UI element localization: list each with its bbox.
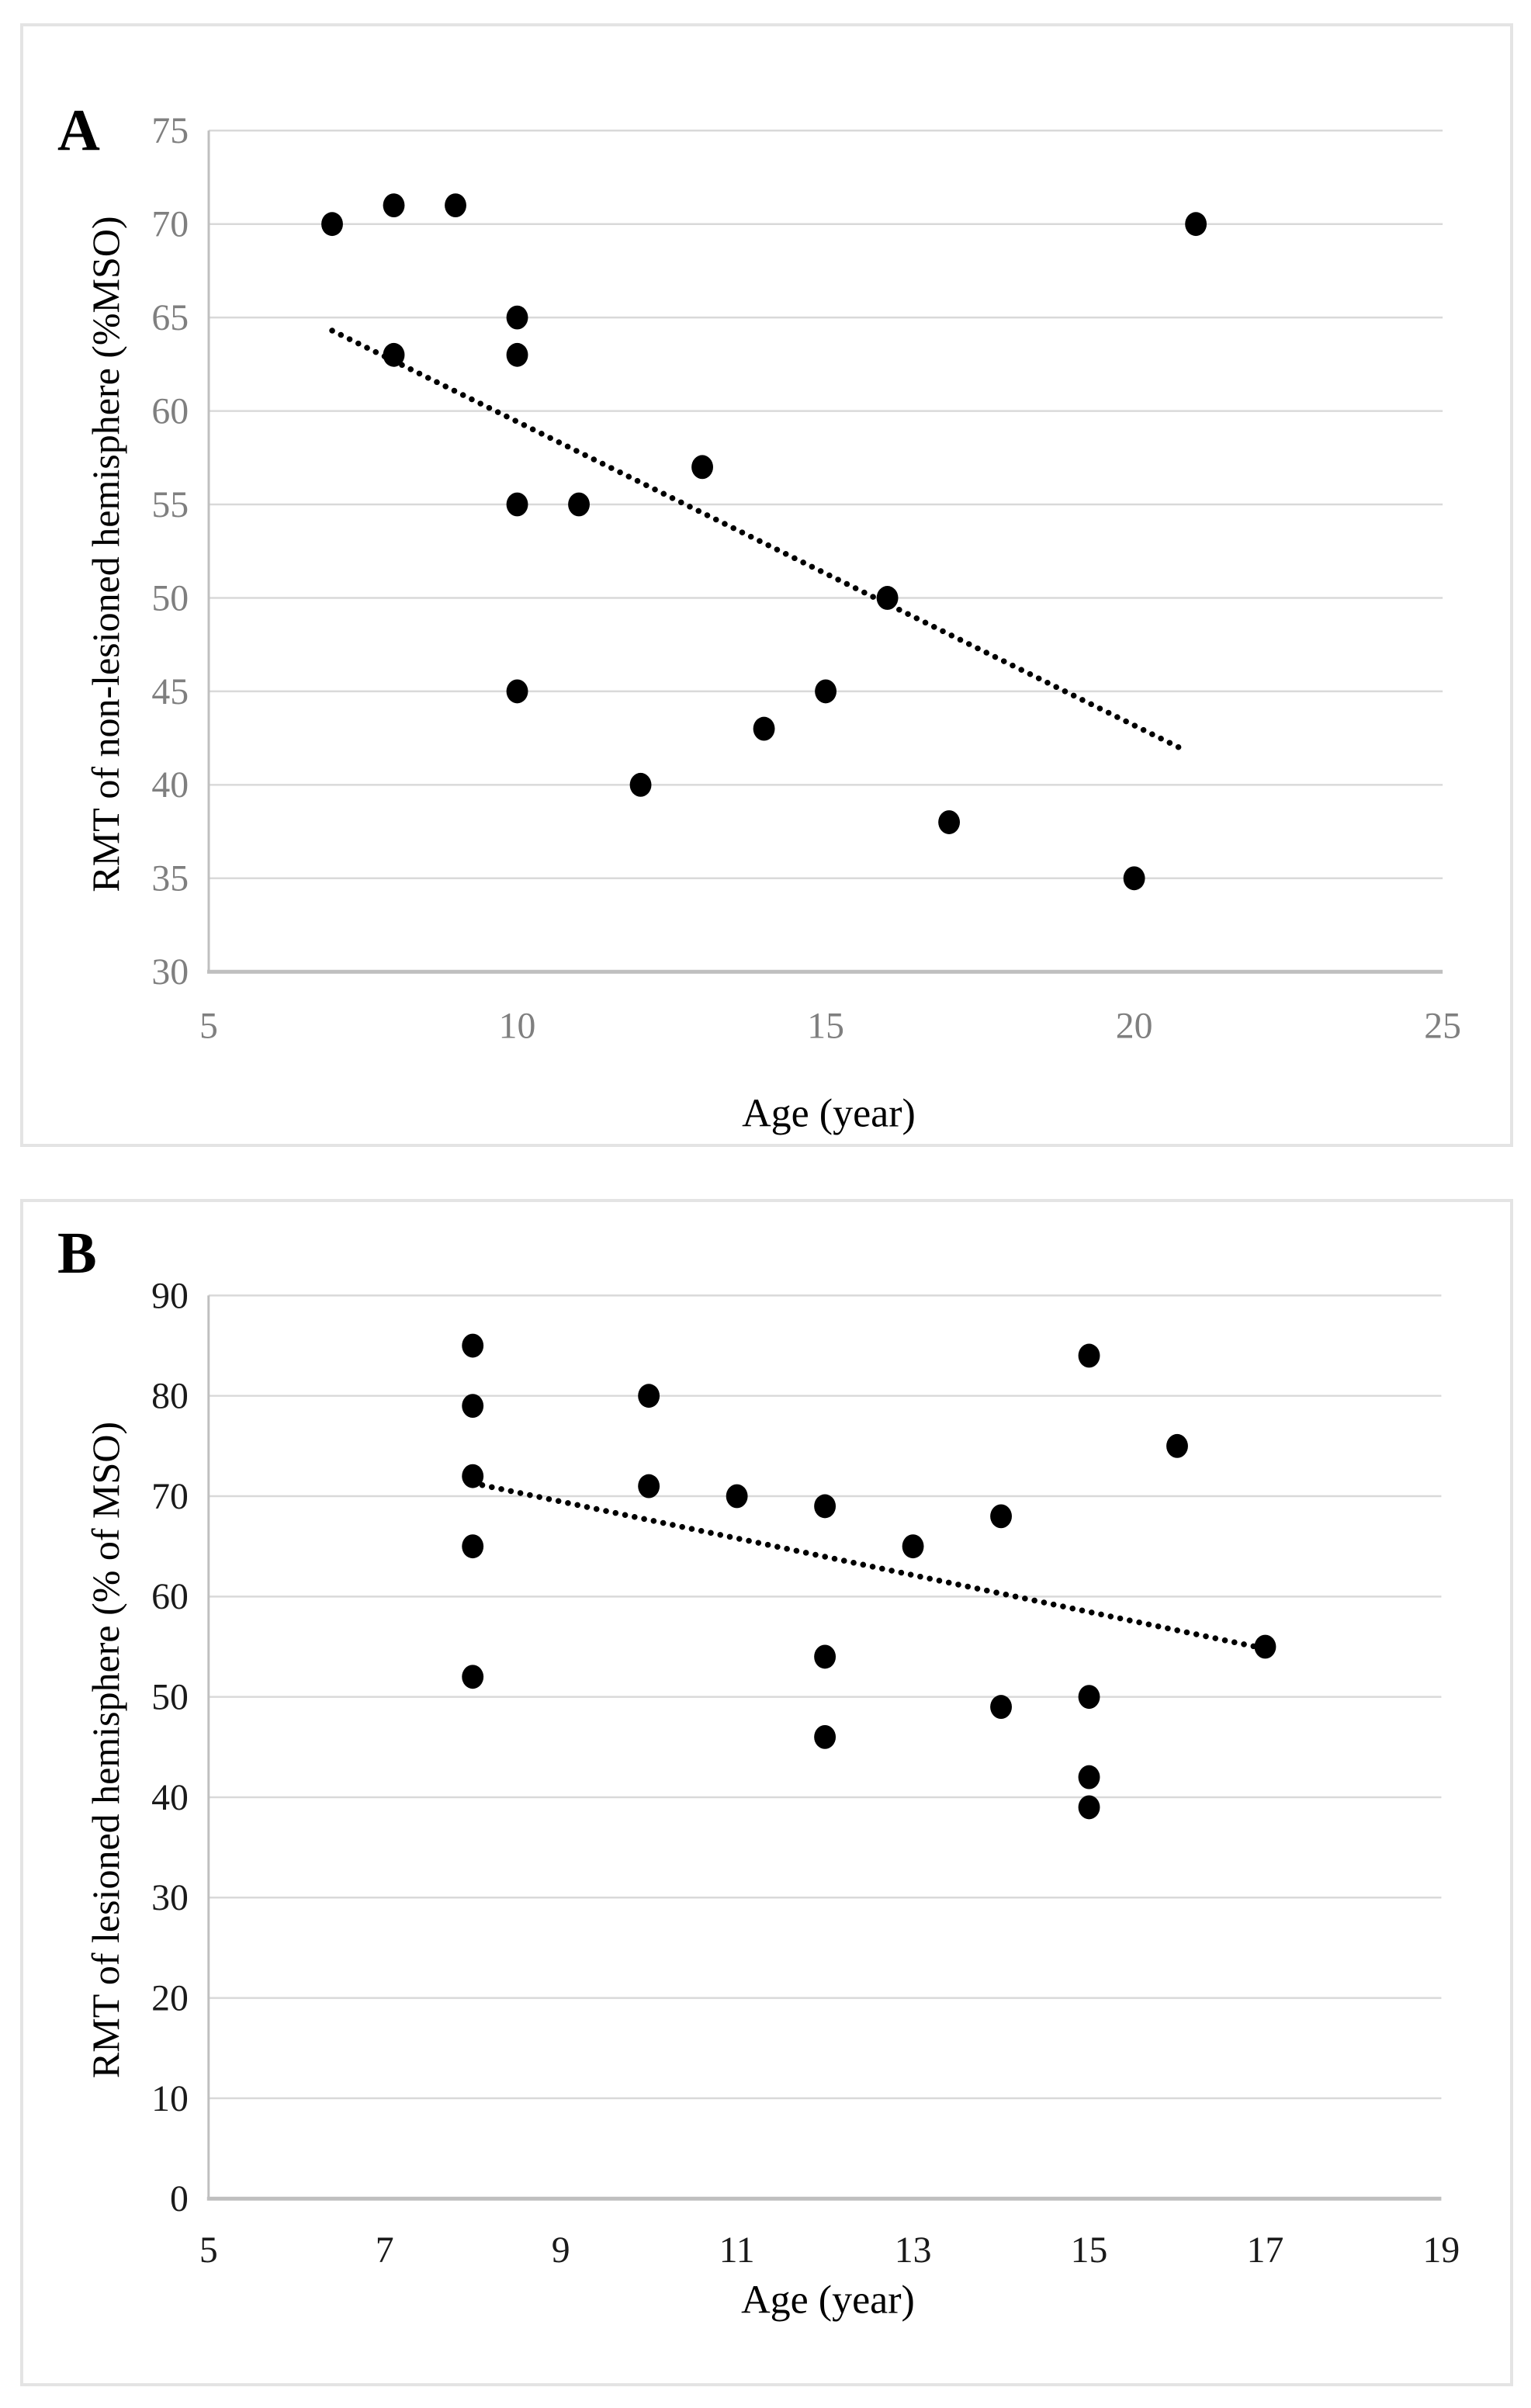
data-point xyxy=(462,1464,484,1488)
y-tick-label-60: 60 xyxy=(151,390,189,431)
data-point xyxy=(383,342,405,367)
x-axis-title-A: Age (year) xyxy=(742,1091,916,1136)
data-point xyxy=(990,1504,1012,1529)
scatter-chart-B: 0 10 20 30 40 50 60 70 80 90 5 7 9 11 13 15 17 19 xyxy=(151,1275,1460,2271)
data-point xyxy=(629,772,652,797)
y-tick-label-40: 40 xyxy=(151,764,189,806)
y-tick-label-90: 90 xyxy=(151,1275,189,1316)
data-point xyxy=(938,810,961,834)
data-point xyxy=(1078,1343,1100,1368)
data-point xyxy=(1254,1634,1276,1659)
x-tick-label-20: 20 xyxy=(1116,1006,1153,1047)
data-point xyxy=(1123,866,1145,891)
data-point xyxy=(445,193,466,218)
data-point xyxy=(726,1484,748,1509)
x-tick-label-17: 17 xyxy=(1247,2230,1284,2271)
y-tick-label-20: 20 xyxy=(151,1978,189,2019)
data-point xyxy=(814,1494,837,1519)
x-tick-label-9: 9 xyxy=(552,2230,570,2271)
trend-line xyxy=(329,327,1190,754)
x-tick-label-15: 15 xyxy=(807,1006,844,1047)
data-point xyxy=(691,455,713,480)
x-tick-label-19: 19 xyxy=(1423,2230,1460,2271)
y-tick-label-30: 30 xyxy=(151,1877,189,1918)
data-point xyxy=(462,1665,484,1689)
data-point xyxy=(1078,1765,1100,1790)
data-point xyxy=(814,1644,837,1669)
panel-A: 30 35 40 45 50 55 60 65 70 75 5 10 15 20 25 A RMT of n… xyxy=(20,23,1513,1147)
y-tick-label-75: 75 xyxy=(151,110,189,151)
x-tick-label-10: 10 xyxy=(499,1006,536,1047)
data-point xyxy=(462,1333,484,1358)
x-axis-title-B: Age (year) xyxy=(741,2278,915,2323)
data-point xyxy=(638,1384,660,1408)
x-tick-label-13: 13 xyxy=(895,2230,932,2271)
y-tick-label-10: 10 xyxy=(151,2078,189,2119)
data-point xyxy=(506,679,528,704)
y-tick-label-60: 60 xyxy=(151,1576,189,1617)
data-point xyxy=(462,1534,484,1559)
panel-letter-A: A xyxy=(57,98,100,163)
data-point xyxy=(383,193,405,218)
data-point xyxy=(506,492,528,517)
y-tick-label-45: 45 xyxy=(151,671,189,712)
data-point xyxy=(1078,1795,1100,1820)
x-tick-label-7: 7 xyxy=(376,2230,394,2271)
data-point xyxy=(814,1724,837,1749)
data-point xyxy=(506,305,528,330)
data-point xyxy=(321,212,343,237)
data-point xyxy=(753,716,775,741)
y-tick-label-70: 70 xyxy=(151,204,189,245)
data-point xyxy=(1185,212,1207,237)
x-tick-label-5: 5 xyxy=(199,2230,218,2271)
data-point xyxy=(815,679,837,704)
y-tick-label-50: 50 xyxy=(151,577,189,618)
data-point xyxy=(506,342,528,367)
x-tick-label-11: 11 xyxy=(719,2230,755,2271)
data-point xyxy=(1166,1433,1188,1458)
data-point xyxy=(902,1534,924,1559)
panel-B: 0 10 20 30 40 50 60 70 80 90 5 7 9 11 13 15 17 19 B RMT o… xyxy=(20,1199,1513,2386)
data-point xyxy=(568,492,590,517)
scatter-chart-A: 30 35 40 45 50 55 60 65 70 75 5 10 15 20 25 xyxy=(151,110,1461,1047)
y-tick-label-80: 80 xyxy=(151,1376,189,1417)
y-tick-label-50: 50 xyxy=(151,1677,189,1718)
y-tick-label-40: 40 xyxy=(151,1777,189,1818)
y-axis-title-A: RMT of non-lesioned hemisphere (%MSO) xyxy=(84,216,127,892)
y-tick-label-70: 70 xyxy=(151,1476,189,1517)
data-point xyxy=(462,1394,484,1419)
y-tick-label-65: 65 xyxy=(151,297,189,338)
x-tick-label-5: 5 xyxy=(199,1006,218,1047)
y-tick-label-55: 55 xyxy=(151,484,189,525)
data-point xyxy=(638,1474,660,1499)
data-point xyxy=(876,586,899,610)
data-point xyxy=(1078,1685,1100,1710)
trend-line xyxy=(469,1480,1269,1652)
x-tick-label-25: 25 xyxy=(1424,1006,1461,1047)
y-tick-label-30: 30 xyxy=(151,951,189,993)
x-tick-label-15: 15 xyxy=(1071,2230,1108,2271)
panel-letter-B: B xyxy=(57,1221,97,1286)
y-tick-label-35: 35 xyxy=(151,858,189,899)
y-axis-title-B: RMT of lesioned hemisphere (% of MSO) xyxy=(84,1421,127,2079)
y-tick-label-0: 0 xyxy=(170,2178,189,2219)
data-point xyxy=(990,1695,1012,1719)
